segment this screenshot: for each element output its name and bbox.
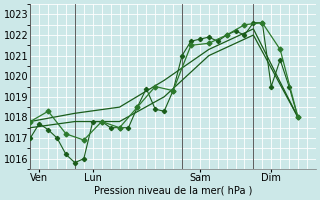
X-axis label: Pression niveau de la mer( hPa ): Pression niveau de la mer( hPa ) <box>94 186 252 196</box>
